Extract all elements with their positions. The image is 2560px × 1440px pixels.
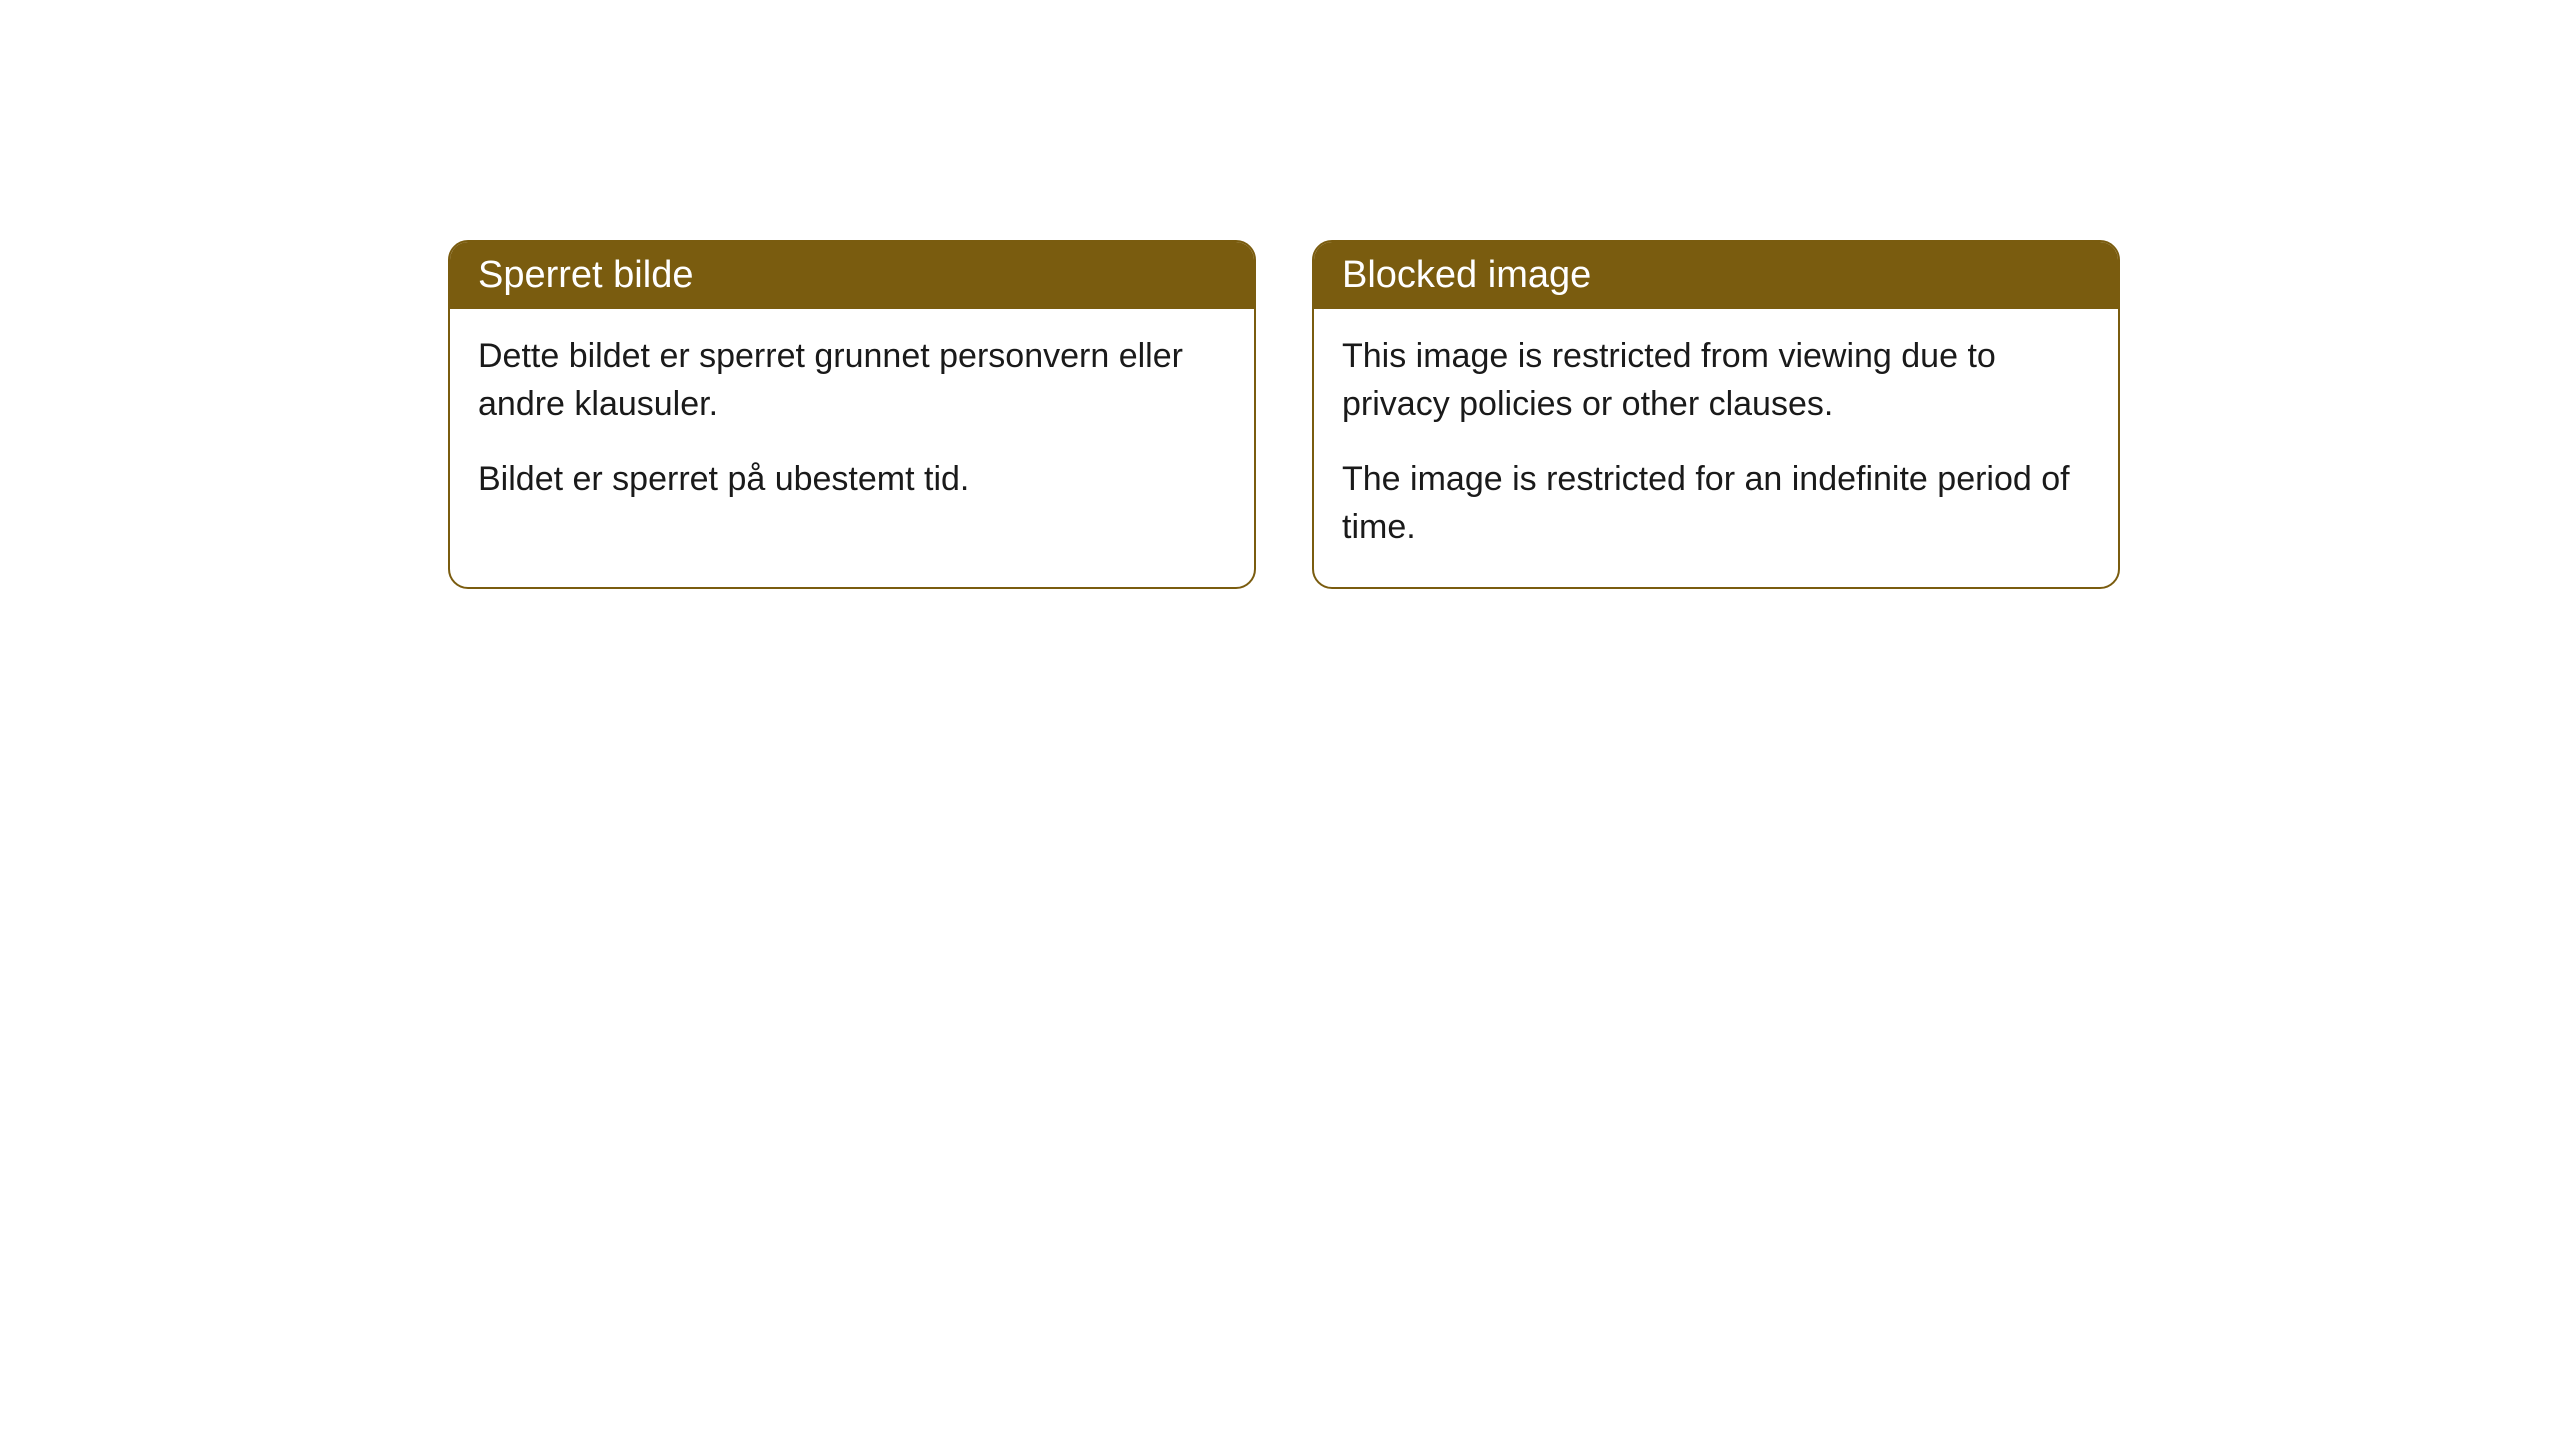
card-body: Dette bildet er sperret grunnet personve… [450, 309, 1254, 540]
card-paragraph: The image is restricted for an indefinit… [1342, 456, 2090, 551]
notice-card-norwegian: Sperret bilde Dette bildet er sperret gr… [448, 240, 1256, 589]
card-body: This image is restricted from viewing du… [1314, 309, 2118, 587]
notice-cards-container: Sperret bilde Dette bildet er sperret gr… [0, 0, 2560, 589]
card-title: Blocked image [1342, 254, 1591, 296]
card-paragraph: Dette bildet er sperret grunnet personve… [478, 333, 1226, 428]
card-paragraph: Bildet er sperret på ubestemt tid. [478, 456, 1226, 504]
card-title: Sperret bilde [478, 254, 693, 296]
card-header: Sperret bilde [450, 242, 1254, 309]
notice-card-english: Blocked image This image is restricted f… [1312, 240, 2120, 589]
card-header: Blocked image [1314, 242, 2118, 309]
card-paragraph: This image is restricted from viewing du… [1342, 333, 2090, 428]
